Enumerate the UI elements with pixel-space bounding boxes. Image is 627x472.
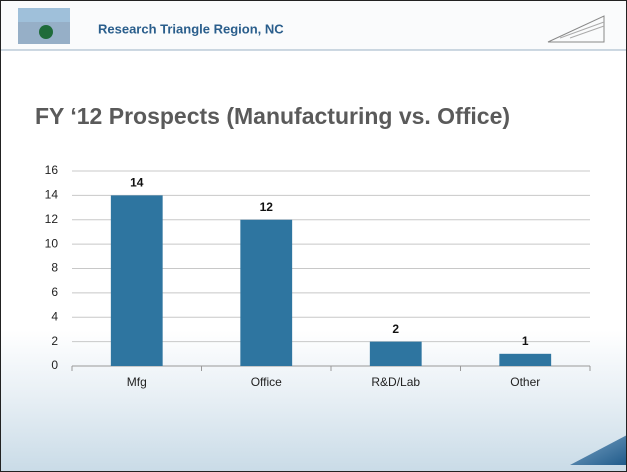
y-tick-label: 10 xyxy=(45,236,59,250)
bar xyxy=(240,219,293,366)
header-title: Research Triangle Region, NC xyxy=(98,21,284,36)
header-logo xyxy=(547,15,605,43)
value-label: 2 xyxy=(392,322,399,336)
bar xyxy=(110,195,163,366)
y-tick-label: 4 xyxy=(51,309,58,323)
bar xyxy=(499,353,552,366)
value-label: 14 xyxy=(130,176,144,190)
value-label: 12 xyxy=(260,200,274,214)
y-tick-label: 14 xyxy=(45,188,59,202)
x-tick-label: Office xyxy=(251,375,282,389)
header-icon xyxy=(18,8,70,44)
y-tick-label: 12 xyxy=(45,212,59,226)
bar xyxy=(369,341,422,366)
header-bar xyxy=(0,0,627,50)
x-tick-label: Mfg xyxy=(127,375,147,389)
y-tick-label: 6 xyxy=(51,285,58,299)
y-tick-label: 0 xyxy=(51,358,58,372)
chart-title: FY ‘12 Prospects (Manufacturing vs. Offi… xyxy=(35,103,510,129)
x-tick-label: R&D/Lab xyxy=(371,375,420,389)
y-tick-label: 16 xyxy=(45,163,59,177)
corner-logo xyxy=(570,435,627,465)
value-label: 1 xyxy=(522,334,529,348)
x-tick-label: Other xyxy=(510,375,540,389)
y-tick-label: 2 xyxy=(51,334,58,348)
y-tick-label: 8 xyxy=(51,261,58,275)
